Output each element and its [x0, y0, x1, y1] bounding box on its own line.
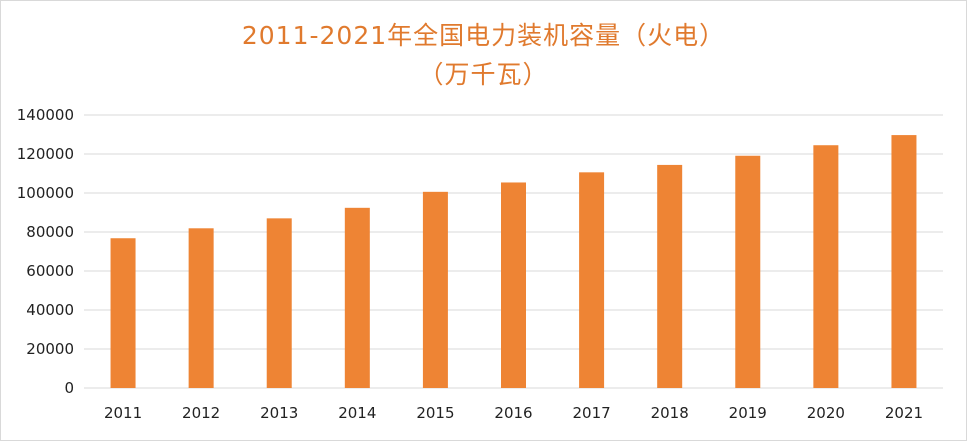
bar-2018: [657, 164, 683, 388]
chart-title: 2011-2021年全国电力装机容量（火电）: [241, 21, 726, 50]
x-tick-label: 2017: [572, 404, 610, 422]
bar-2011: [110, 238, 136, 388]
bar-2012: [188, 228, 214, 388]
y-tick-label: 20000: [26, 340, 74, 358]
x-tick-label: 2016: [494, 404, 532, 422]
bars: [110, 135, 917, 388]
y-tick-label: 120000: [17, 145, 74, 163]
x-tick-label: 2012: [182, 404, 220, 422]
y-tick-label: 0: [64, 379, 74, 397]
y-tick-label: 80000: [26, 223, 74, 241]
x-tick-label: 2014: [338, 404, 376, 422]
x-tick-label: 2015: [416, 404, 454, 422]
y-tick-label: 40000: [26, 301, 74, 319]
bar-2017: [579, 172, 605, 388]
y-tick-label: 100000: [17, 184, 74, 202]
bar-2015: [422, 191, 448, 388]
y-tick-label: 140000: [17, 106, 74, 124]
chart-subtitle-unit: （万千瓦）: [418, 60, 549, 89]
bar-2019: [735, 155, 761, 388]
x-axis-tick-labels: 2011 2012 2013 2014 2015 2016 2017 2018 2019 2020…: [104, 404, 923, 422]
x-tick-label: 2020: [807, 404, 845, 422]
bar-2014: [344, 207, 370, 388]
y-axis-tick-labels: 0 20000 40000 60000 80000 100000 120000 140000: [17, 106, 74, 397]
bar-2013: [266, 218, 292, 388]
bar-2020: [813, 145, 839, 388]
x-tick-label: 2021: [885, 404, 923, 422]
x-tick-label: 2018: [651, 404, 689, 422]
x-tick-label: 2019: [729, 404, 767, 422]
bar-2016: [501, 182, 526, 388]
x-tick-label: 2011: [104, 404, 142, 422]
x-tick-label: 2013: [260, 404, 298, 422]
y-tick-label: 60000: [26, 262, 74, 280]
bar-2021: [891, 135, 917, 388]
